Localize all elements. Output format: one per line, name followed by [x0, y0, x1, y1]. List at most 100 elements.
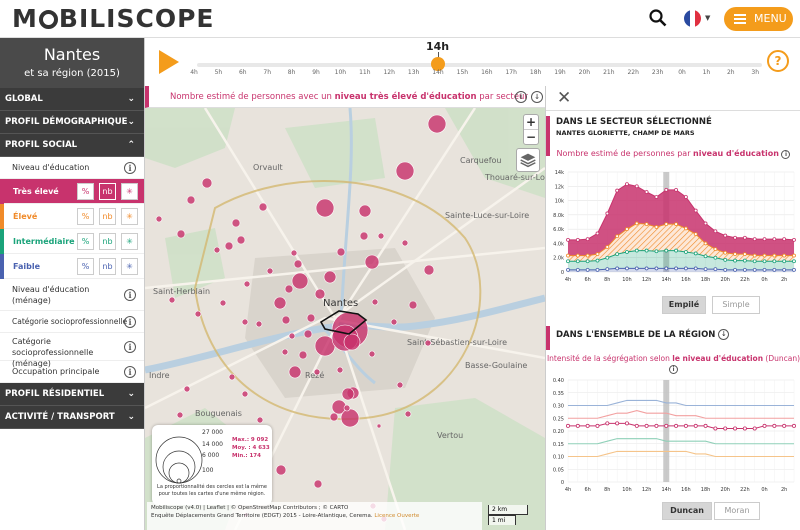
- sector-circle[interactable]: [266, 267, 274, 275]
- data-point[interactable]: [762, 253, 767, 258]
- sector-circle[interactable]: [404, 410, 412, 418]
- hour-label[interactable]: 1h: [702, 69, 711, 76]
- sector-circle[interactable]: [303, 329, 313, 339]
- data-point[interactable]: [654, 225, 659, 229]
- sector-circle[interactable]: [336, 366, 344, 374]
- data-point[interactable]: [723, 257, 728, 262]
- data-point[interactable]: [684, 266, 688, 271]
- data-point[interactable]: [723, 267, 728, 272]
- star-button[interactable]: ✳: [121, 208, 138, 225]
- simple-button[interactable]: Simple: [712, 296, 760, 314]
- info-icon[interactable]: i: [669, 365, 678, 374]
- hour-label[interactable]: 0h: [678, 69, 686, 76]
- data-point[interactable]: [615, 421, 620, 426]
- data-point[interactable]: [782, 253, 787, 258]
- sector-circle[interactable]: [306, 313, 316, 323]
- data-point[interactable]: [674, 187, 678, 192]
- sector-circle[interactable]: [376, 423, 382, 429]
- data-point[interactable]: [703, 241, 708, 246]
- sector-circle[interactable]: [168, 296, 176, 304]
- sector-circle[interactable]: [281, 348, 289, 356]
- language-caret-icon[interactable]: ▼: [705, 14, 711, 22]
- sector-circle[interactable]: [213, 246, 221, 254]
- data-point[interactable]: [733, 252, 737, 257]
- data-point[interactable]: [713, 247, 718, 252]
- download-icon[interactable]: ↓: [531, 91, 543, 103]
- modality-row[interactable]: Élevé% nb ✳: [0, 204, 144, 229]
- area-series[interactable]: [568, 250, 794, 270]
- data-point[interactable]: [742, 267, 747, 272]
- data-point[interactable]: [772, 237, 777, 242]
- info-icon[interactable]: i: [124, 161, 136, 174]
- data-point[interactable]: [693, 423, 698, 428]
- area-series[interactable]: [568, 268, 794, 272]
- data-point[interactable]: [566, 259, 570, 264]
- star-button[interactable]: ✳: [121, 233, 138, 250]
- moran-button[interactable]: Moran: [714, 502, 760, 520]
- count-button[interactable]: nb: [99, 208, 116, 225]
- sector-circle[interactable]: [224, 241, 234, 251]
- data-point[interactable]: [605, 421, 610, 426]
- indicator-education-household[interactable]: Niveau d'éducation (ménage) i: [0, 279, 144, 311]
- hour-label[interactable]: 9h: [312, 69, 320, 76]
- percent-button[interactable]: %: [77, 183, 94, 200]
- sector-circle[interactable]: [358, 204, 372, 218]
- hour-label[interactable]: 5h: [214, 69, 223, 76]
- data-point[interactable]: [575, 267, 580, 272]
- star-button[interactable]: ✳: [121, 258, 138, 275]
- close-icon[interactable]: ✕: [557, 88, 572, 108]
- data-point[interactable]: [566, 267, 570, 272]
- series-line[interactable]: [568, 450, 794, 458]
- data-point[interactable]: [624, 421, 629, 426]
- data-point[interactable]: [792, 253, 796, 258]
- data-point[interactable]: [625, 182, 629, 187]
- data-point[interactable]: [615, 234, 620, 239]
- data-point[interactable]: [772, 259, 777, 264]
- percent-button[interactable]: %: [77, 233, 94, 250]
- data-point[interactable]: [674, 423, 679, 428]
- sector-circle[interactable]: [395, 161, 415, 181]
- data-point[interactable]: [703, 221, 708, 226]
- hour-label[interactable]: 11h: [359, 69, 371, 76]
- data-point[interactable]: [713, 255, 718, 260]
- data-point[interactable]: [664, 248, 669, 253]
- data-point[interactable]: [615, 252, 620, 257]
- data-point[interactable]: [595, 423, 600, 428]
- data-point[interactable]: [772, 253, 777, 258]
- sector-circle[interactable]: [155, 215, 163, 223]
- download-icon[interactable]: ↓: [718, 329, 730, 340]
- data-point[interactable]: [684, 226, 688, 231]
- data-point[interactable]: [782, 237, 787, 242]
- data-point[interactable]: [566, 253, 570, 258]
- data-point[interactable]: [644, 190, 649, 194]
- data-point[interactable]: [585, 267, 590, 272]
- menu-button[interactable]: MENU: [724, 7, 793, 31]
- data-point[interactable]: [762, 423, 767, 428]
- data-point[interactable]: [772, 423, 777, 428]
- data-point[interactable]: [595, 231, 600, 236]
- licence-link[interactable]: Licence Ouverte: [374, 513, 420, 519]
- indicator-csp[interactable]: Catégorie socioprofessionnelle i: [0, 311, 144, 333]
- data-point[interactable]: [585, 423, 590, 428]
- sector-circle[interactable]: [241, 390, 249, 398]
- hour-label[interactable]: 20h: [578, 69, 591, 76]
- sector-circle[interactable]: [359, 231, 369, 241]
- sector-circle[interactable]: [281, 315, 291, 325]
- data-point[interactable]: [742, 258, 747, 263]
- data-point[interactable]: [703, 254, 708, 259]
- data-point[interactable]: [713, 426, 718, 431]
- data-point[interactable]: [644, 222, 649, 227]
- french-flag-icon[interactable]: [684, 10, 701, 27]
- data-point[interactable]: [723, 233, 728, 238]
- data-point[interactable]: [625, 266, 629, 271]
- info-icon[interactable]: i: [781, 150, 791, 159]
- sector-circle[interactable]: [288, 332, 296, 340]
- data-point[interactable]: [664, 266, 669, 271]
- data-point[interactable]: [654, 249, 659, 254]
- data-point[interactable]: [605, 245, 610, 249]
- map-canvas[interactable]: Saint-Herblain Nantes Orvault Carquefou Sain…: [145, 108, 545, 530]
- duncan-button[interactable]: Duncan: [662, 502, 712, 520]
- count-button[interactable]: nb: [99, 233, 116, 250]
- data-point[interactable]: [791, 423, 796, 428]
- hour-label[interactable]: 23h: [651, 69, 664, 76]
